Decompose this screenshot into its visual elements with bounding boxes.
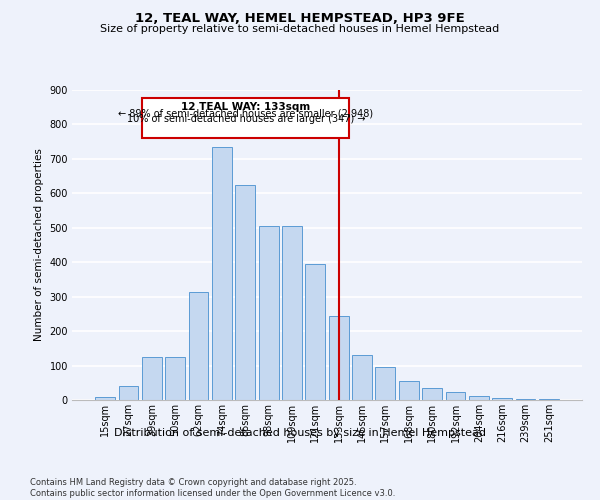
- Bar: [95, 396, 115, 400]
- Text: 12, TEAL WAY, HEMEL HEMPSTEAD, HP3 9FE: 12, TEAL WAY, HEMEL HEMPSTEAD, HP3 9FE: [135, 12, 465, 26]
- Text: 12 TEAL WAY: 133sqm: 12 TEAL WAY: 133sqm: [181, 102, 310, 112]
- Bar: [188, 292, 208, 400]
- Text: ← 89% of semi-detached houses are smaller (2,948): ← 89% of semi-detached houses are smalle…: [118, 108, 373, 118]
- Bar: [446, 392, 466, 400]
- Bar: [422, 388, 442, 400]
- Bar: [142, 98, 349, 138]
- Bar: [376, 366, 395, 400]
- Bar: [235, 184, 255, 400]
- Text: 10% of semi-detached houses are larger (347) →: 10% of semi-detached houses are larger (…: [127, 114, 365, 124]
- Bar: [305, 264, 325, 400]
- Bar: [142, 357, 162, 400]
- Bar: [119, 386, 139, 400]
- Bar: [515, 399, 535, 400]
- Bar: [165, 357, 185, 400]
- Text: Contains HM Land Registry data © Crown copyright and database right 2025.
Contai: Contains HM Land Registry data © Crown c…: [30, 478, 395, 498]
- Bar: [259, 226, 278, 400]
- Y-axis label: Number of semi-detached properties: Number of semi-detached properties: [34, 148, 44, 342]
- Bar: [282, 226, 302, 400]
- Bar: [352, 355, 372, 400]
- Bar: [212, 147, 232, 400]
- Text: Size of property relative to semi-detached houses in Hemel Hempstead: Size of property relative to semi-detach…: [100, 24, 500, 34]
- Bar: [329, 316, 349, 400]
- Bar: [492, 398, 512, 400]
- Text: Distribution of semi-detached houses by size in Hemel Hempstead: Distribution of semi-detached houses by …: [114, 428, 486, 438]
- Bar: [399, 381, 419, 400]
- Bar: [469, 396, 489, 400]
